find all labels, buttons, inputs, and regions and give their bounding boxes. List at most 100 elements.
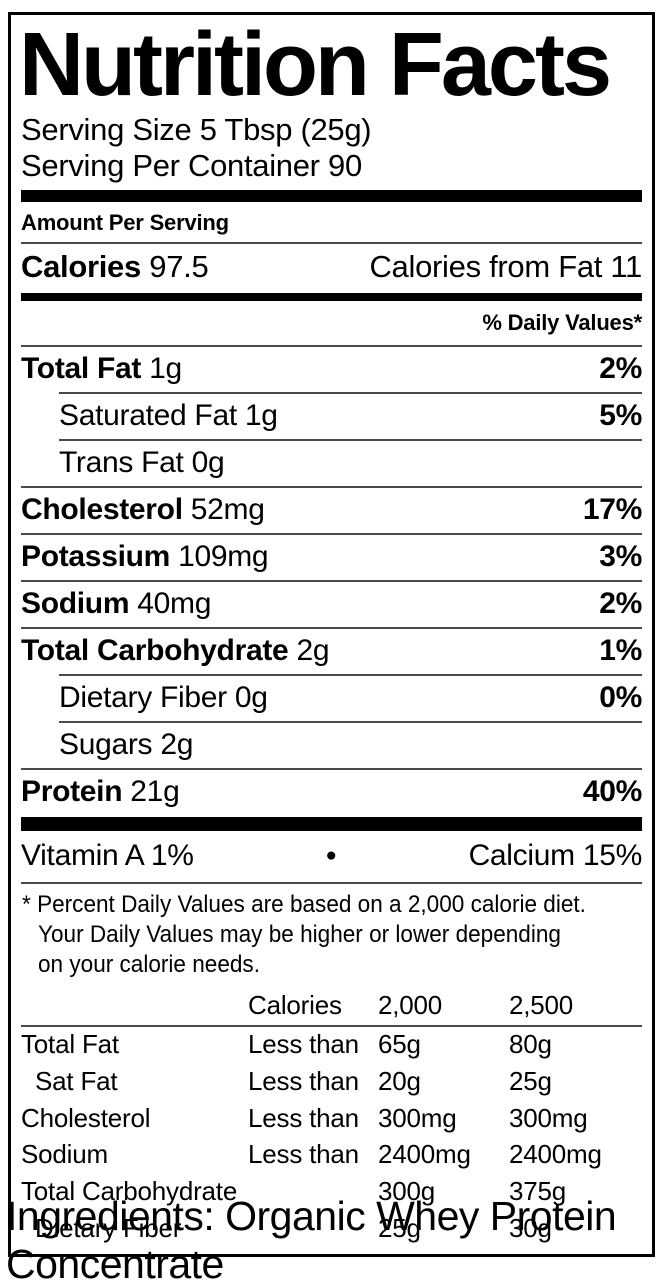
dv-table-cell-name: Sat Fat xyxy=(35,1065,118,1096)
heavy-divider-bar xyxy=(21,816,642,831)
divider-hairline xyxy=(21,881,642,884)
daily-values-footnote: * Percent Daily Values are based on a 2,… xyxy=(21,884,642,988)
nutrient-separator xyxy=(21,485,642,488)
nutrient-separator xyxy=(59,438,642,441)
nutrient-separator xyxy=(21,626,642,629)
nutrient-daily-value: 1% xyxy=(599,633,642,667)
nutrient-row: Sugars 2g xyxy=(21,723,642,768)
dv-table-cell-v2000: 300mg xyxy=(378,1102,457,1133)
nutrient-row: Potassium 109mg 3% xyxy=(21,535,642,580)
vitamin-a-value: Vitamin A 1% xyxy=(21,838,194,872)
nutrient-row: Sodium 40mg 2% xyxy=(21,582,642,627)
dv-table-cell-qualifier: Less than xyxy=(248,1065,359,1096)
dv-table-cell-v2000: 300g xyxy=(378,1176,436,1207)
nutrient-name-amount: Saturated Fat 1g xyxy=(59,399,278,433)
calories-label: Calories xyxy=(21,248,141,284)
nutrient-separator xyxy=(21,344,642,347)
dv-table-cell-v2500: 300mg xyxy=(509,1102,588,1133)
nutrient-separator xyxy=(59,391,642,394)
dv-table-header-blank xyxy=(21,988,248,1025)
nutrient-amount: 109mg xyxy=(178,539,269,573)
nutrient-daily-value: 40% xyxy=(582,774,642,808)
nutrient-daily-value: 5% xyxy=(599,398,642,432)
nutrient-row: Saturated Fat 1g 5% xyxy=(21,394,642,439)
dv-table-cell-name: Cholesterol xyxy=(21,1102,151,1133)
nutrient-name-amount: Sodium 40mg xyxy=(21,587,211,621)
nutrition-facts-panel: Nutrition Facts Serving Size 5 Tbsp (25g… xyxy=(8,12,655,1258)
dv-table-cell-v2500: 375g xyxy=(509,1176,567,1207)
nutrient-separator xyxy=(21,767,642,770)
dv-table-cell-v2500: 80g xyxy=(509,1028,552,1059)
nutrient-row: Trans Fat 0g xyxy=(21,441,642,486)
nutrient-rows: Total Fat 1g 2% Saturated Fat 1g 5% Trans Fa… xyxy=(21,344,642,815)
calories-from-fat: Calories from Fat 11 xyxy=(369,248,642,284)
nutrient-daily-value: 2% xyxy=(599,586,642,620)
nutrient-row: Dietary Fiber 0g 0% xyxy=(21,676,642,721)
nutrient-separator xyxy=(21,579,642,582)
footnote-line: Your Daily Values may be higher or lower… xyxy=(38,920,561,948)
calories-amount: 97.5 xyxy=(149,248,209,284)
dv-table-cell-v2000: 65g xyxy=(378,1028,421,1059)
bullet-separator: ● xyxy=(325,844,337,866)
nutrient-name: Protein xyxy=(21,774,123,808)
dv-table-cell-qualifier: Less than xyxy=(248,1102,359,1133)
nutrition-facts-title: Nutrition Facts xyxy=(19,15,612,115)
dv-table-cell-qualifier: Less than xyxy=(248,1028,359,1059)
nutrient-amount: 40mg xyxy=(137,586,212,620)
nutrient-daily-value: 17% xyxy=(582,492,642,526)
dv-table-header-2500: 2,500 xyxy=(509,989,574,1020)
dv-table-cell-v2500: 2400mg xyxy=(509,1139,602,1170)
nutrient-row: Total Fat 1g 2% xyxy=(21,347,642,392)
nutrient-name-amount: Total Carbohydrate 2g xyxy=(21,633,330,668)
daily-values-table: Calories 2,000 2,500 Total Fat Less than 6… xyxy=(21,988,642,1248)
nutrient-name-amount: Potassium 109mg xyxy=(21,539,269,574)
serving-size: Serving Size 5 Tbsp (25g) xyxy=(21,111,372,147)
nutrient-name: Sodium xyxy=(21,586,130,620)
nutrient-amount: 2g xyxy=(296,633,330,667)
nutrient-name: Cholesterol xyxy=(21,492,183,526)
nutrient-name-amount: Trans Fat 0g xyxy=(59,445,225,480)
nutrient-daily-value: 3% xyxy=(599,539,642,573)
nutrient-name: Trans Fat xyxy=(59,445,184,479)
nutrient-name: Sugars xyxy=(59,727,153,761)
nutrient-name-amount: Sugars 2g xyxy=(59,728,193,762)
dv-table-cell-v2000: 20g xyxy=(378,1065,421,1096)
nutrient-amount: 1g xyxy=(244,398,278,432)
nutrient-amount: 2g xyxy=(160,727,194,761)
nutrient-name: Potassium xyxy=(21,539,171,573)
dv-table-cell-qualifier: Less than xyxy=(248,1139,359,1170)
nutrient-name-amount: Total Fat 1g xyxy=(21,352,182,386)
dv-table-cell-name: Total Fat xyxy=(21,1028,119,1059)
nutrient-separator xyxy=(21,532,642,535)
nutrient-name: Total Carbohydrate xyxy=(21,633,289,667)
nutrient-row: Total Carbohydrate 2g 1% xyxy=(21,629,642,674)
table-header-rule xyxy=(21,1024,642,1027)
dv-table-cell-name: Sodium xyxy=(21,1139,108,1170)
divider-hairline xyxy=(21,241,642,244)
nutrient-name-amount: Protein 21g xyxy=(21,774,180,809)
nutrient-amount: 0g xyxy=(191,445,225,479)
nutrient-row: Protein 21g 40% xyxy=(21,770,642,815)
dv-table-cell-v2500: 30g xyxy=(509,1213,552,1244)
nutrient-name: Total Fat xyxy=(21,351,142,385)
nutrient-name-amount: Dietary Fiber 0g xyxy=(59,681,268,715)
nutrient-name: Saturated Fat xyxy=(59,398,237,432)
nutrient-row: Cholesterol 52mg 17% xyxy=(21,488,642,533)
calories-value: Calories 97.5 xyxy=(21,248,209,285)
footnote-line: on your calorie needs. xyxy=(38,951,260,979)
percent-daily-values-header: % Daily Values* xyxy=(482,309,642,335)
nutrient-separator xyxy=(59,720,642,723)
servings-per-container: Serving Per Container 90 xyxy=(21,147,362,183)
thick-divider-bar xyxy=(21,189,642,202)
medium-divider-bar xyxy=(21,292,642,301)
nutrient-amount: 21g xyxy=(130,774,180,808)
dv-table-cell-name: Total Carbohydrate xyxy=(21,1176,238,1207)
dv-table-header-2000: 2,000 xyxy=(378,989,443,1020)
ingredients-text: Ingredients: Organic Whey Protein Concen… xyxy=(6,1193,617,1287)
calcium-value: Calcium 15% xyxy=(468,838,643,872)
dv-table-cell-name: Dietary Fiber xyxy=(35,1213,182,1244)
dv-table-cell-v2000: 2400mg xyxy=(378,1139,471,1170)
nutrient-amount: 52mg xyxy=(190,492,265,526)
nutrient-amount: 1g xyxy=(149,351,182,385)
